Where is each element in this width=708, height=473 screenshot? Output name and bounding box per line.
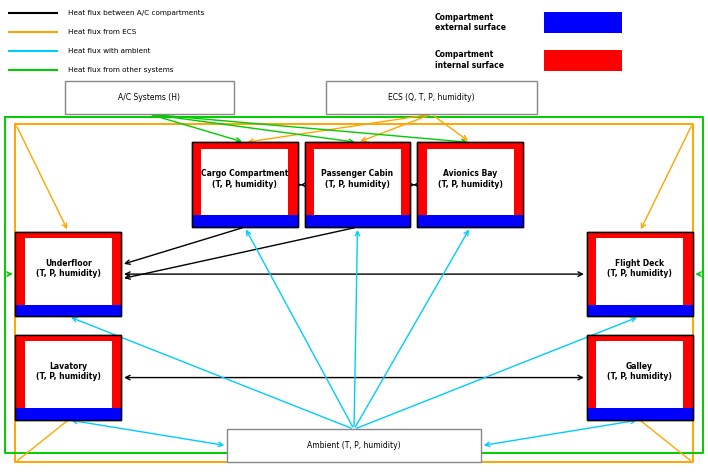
Text: Cargo Compartment
(T, P, humidity): Cargo Compartment (T, P, humidity) bbox=[201, 169, 288, 189]
Bar bbox=[16, 232, 121, 316]
Bar bbox=[227, 429, 481, 462]
Bar bbox=[587, 335, 692, 420]
Bar bbox=[587, 408, 692, 420]
Bar bbox=[418, 142, 427, 215]
Bar bbox=[304, 142, 411, 227]
Text: Heat flux between A/C compartments: Heat flux between A/C compartments bbox=[69, 10, 205, 16]
Text: Lavatory
(T, P, humidity): Lavatory (T, P, humidity) bbox=[36, 362, 101, 381]
Bar bbox=[304, 215, 411, 227]
Bar bbox=[587, 305, 692, 316]
Bar bbox=[587, 232, 692, 316]
Text: Heat flux from other systems: Heat flux from other systems bbox=[69, 67, 174, 72]
Bar bbox=[587, 232, 596, 305]
Bar bbox=[514, 142, 523, 215]
Text: Avionics Bay
(T, P, humidity): Avionics Bay (T, P, humidity) bbox=[438, 169, 503, 189]
Bar bbox=[16, 408, 121, 420]
Bar bbox=[192, 142, 297, 149]
Text: Galley
(T, P, humidity): Galley (T, P, humidity) bbox=[607, 362, 672, 381]
Bar bbox=[192, 215, 297, 227]
Text: ECS (Q, T, P, humidity): ECS (Q, T, P, humidity) bbox=[388, 93, 475, 102]
Text: Heat flux from ECS: Heat flux from ECS bbox=[69, 29, 137, 35]
Bar bbox=[65, 81, 234, 114]
Bar bbox=[418, 142, 523, 149]
Bar bbox=[401, 142, 411, 215]
Bar bbox=[587, 335, 692, 420]
Bar bbox=[544, 50, 622, 70]
Bar bbox=[16, 335, 25, 408]
Bar bbox=[16, 232, 25, 305]
Text: Flight Deck
(T, P, humidity): Flight Deck (T, P, humidity) bbox=[607, 259, 672, 278]
Bar bbox=[587, 335, 596, 408]
Bar bbox=[192, 142, 297, 227]
Text: Heat flux with ambient: Heat flux with ambient bbox=[69, 48, 151, 54]
Bar bbox=[304, 142, 411, 149]
Bar bbox=[112, 232, 121, 305]
Bar bbox=[16, 335, 121, 420]
Bar bbox=[304, 142, 314, 215]
Bar bbox=[16, 232, 121, 316]
Bar bbox=[192, 142, 201, 215]
Text: Compartment
external surface: Compartment external surface bbox=[435, 13, 506, 32]
Bar bbox=[288, 142, 297, 215]
Bar bbox=[326, 81, 537, 114]
Bar bbox=[587, 335, 692, 342]
Bar bbox=[16, 232, 121, 238]
Bar bbox=[304, 142, 411, 227]
Bar bbox=[418, 142, 523, 227]
Bar bbox=[16, 335, 121, 420]
Bar bbox=[16, 305, 121, 316]
Bar bbox=[418, 142, 523, 227]
Bar bbox=[683, 335, 692, 408]
Bar bbox=[587, 232, 692, 316]
Bar bbox=[587, 232, 692, 238]
Text: Underfloor
(T, P, humidity): Underfloor (T, P, humidity) bbox=[36, 259, 101, 278]
Text: Ambient (T, P, humidity): Ambient (T, P, humidity) bbox=[307, 441, 401, 450]
Bar bbox=[192, 142, 297, 227]
Text: Compartment
internal surface: Compartment internal surface bbox=[435, 51, 504, 70]
Bar bbox=[16, 335, 121, 342]
Text: Passenger Cabin
(T, P, humidity): Passenger Cabin (T, P, humidity) bbox=[321, 169, 394, 189]
Bar bbox=[112, 335, 121, 408]
Bar bbox=[418, 215, 523, 227]
Text: A/C Systems (H): A/C Systems (H) bbox=[118, 93, 181, 102]
Bar bbox=[683, 232, 692, 305]
Bar bbox=[544, 12, 622, 33]
